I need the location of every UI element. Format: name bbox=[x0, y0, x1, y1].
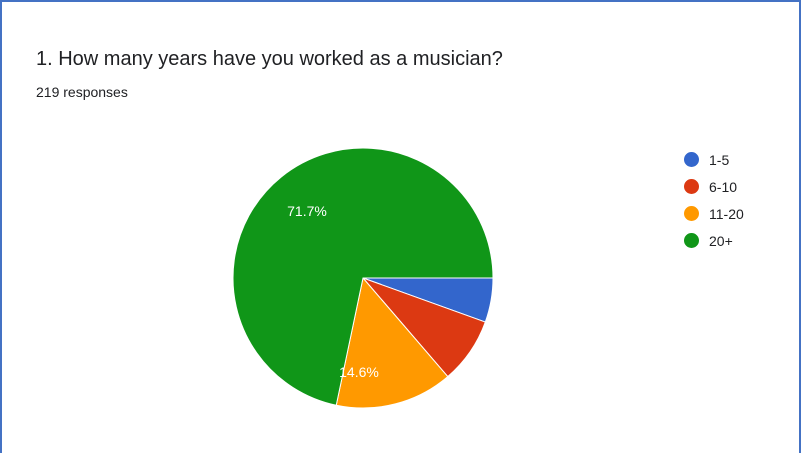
response-count: 219 responses bbox=[36, 84, 128, 100]
legend-label: 11-20 bbox=[709, 205, 744, 222]
legend-swatch bbox=[684, 206, 699, 221]
legend-swatch bbox=[684, 233, 699, 248]
legend-swatch bbox=[684, 152, 699, 167]
slice-data-label-20-plus: 71.7% bbox=[287, 203, 327, 219]
legend-item-11-20: 11-20 bbox=[684, 200, 744, 227]
legend-label: 1-5 bbox=[709, 151, 730, 168]
slice-data-label-11-20: 14.6% bbox=[339, 364, 379, 380]
chart-legend: 1-5 6-10 11-20 20+ bbox=[684, 146, 744, 254]
legend-item-20-plus: 20+ bbox=[684, 227, 744, 254]
legend-item-6-10: 6-10 bbox=[684, 173, 744, 200]
pie-slice-20-plus bbox=[232, 147, 494, 406]
pie-slice-11-20 bbox=[335, 276, 449, 409]
legend-item-1-5: 1-5 bbox=[684, 146, 744, 173]
question-title: 1. How many years have you worked as a m… bbox=[36, 48, 503, 70]
legend-label: 6-10 bbox=[709, 178, 738, 195]
legend-swatch bbox=[684, 179, 699, 194]
legend-label: 20+ bbox=[709, 232, 733, 249]
